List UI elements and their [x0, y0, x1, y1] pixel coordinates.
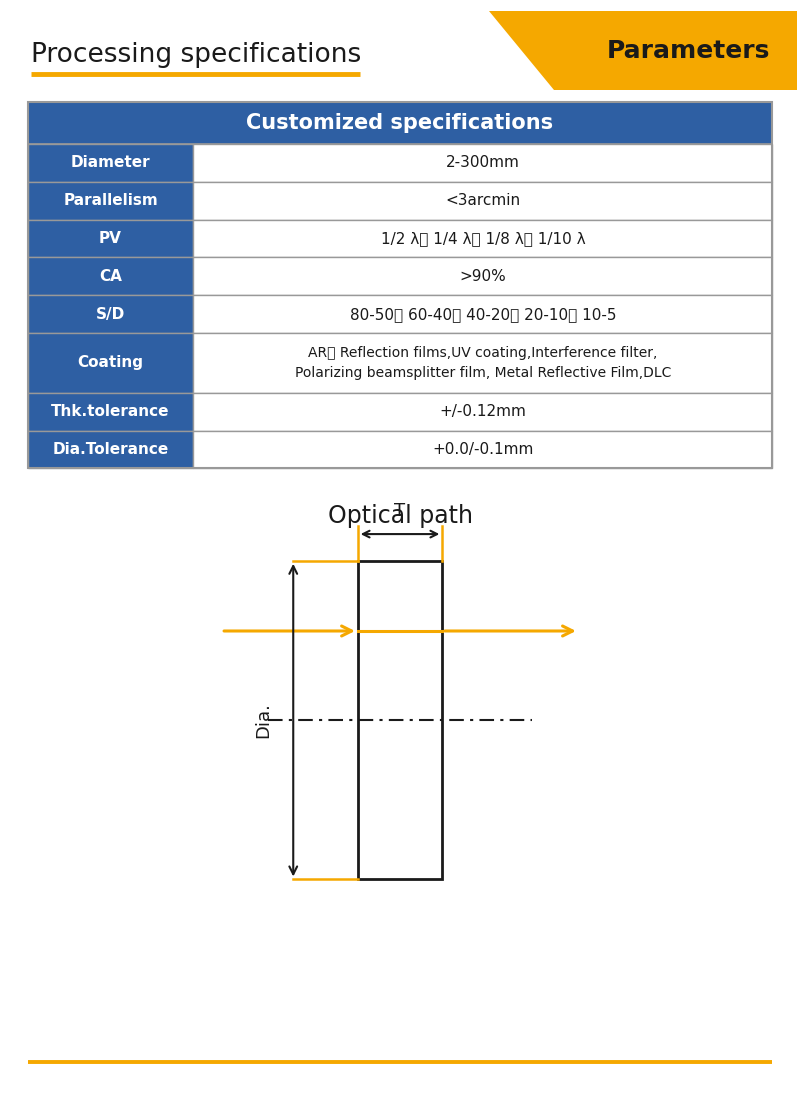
Text: Optical path: Optical path	[327, 504, 473, 528]
Bar	[194, 333, 772, 393]
Bar	[28, 333, 194, 393]
Text: 1/2 λ、 1/4 λ、 1/8 λ、 1/10 λ: 1/2 λ、 1/4 λ、 1/8 λ、 1/10 λ	[381, 231, 586, 246]
Text: Diameter: Diameter	[70, 155, 150, 170]
Text: Customized specifications: Customized specifications	[246, 113, 554, 133]
Text: CA: CA	[99, 268, 122, 284]
Bar	[358, 561, 442, 879]
Bar	[194, 393, 772, 430]
Bar	[28, 220, 194, 257]
Text: PV: PV	[99, 231, 122, 246]
Bar	[194, 257, 772, 295]
Bar	[194, 430, 772, 469]
Bar	[28, 182, 194, 220]
Bar	[28, 430, 194, 469]
Text: Processing specifications: Processing specifications	[30, 42, 361, 67]
Text: +/-0.12mm: +/-0.12mm	[439, 404, 526, 419]
Text: <3arcmin: <3arcmin	[446, 194, 521, 208]
Text: Parallelism: Parallelism	[63, 194, 158, 208]
Bar	[28, 393, 194, 430]
Text: >90%: >90%	[459, 268, 506, 284]
Bar	[194, 182, 772, 220]
Bar	[194, 220, 772, 257]
Bar	[28, 102, 772, 469]
Bar	[194, 295, 772, 333]
Text: 2-300mm: 2-300mm	[446, 155, 520, 170]
Bar	[194, 144, 772, 182]
Bar	[28, 144, 194, 182]
Text: S/D: S/D	[96, 307, 125, 321]
Text: Coating: Coating	[78, 355, 143, 371]
Text: +0.0/-0.1mm: +0.0/-0.1mm	[432, 442, 534, 456]
Polygon shape	[490, 11, 798, 90]
Text: Dia.: Dia.	[254, 702, 273, 738]
Text: Dia.Tolerance: Dia.Tolerance	[52, 442, 169, 456]
Text: T: T	[394, 503, 406, 520]
Bar	[28, 257, 194, 295]
Text: Parameters: Parameters	[606, 39, 770, 63]
Text: Thk.tolerance: Thk.tolerance	[51, 404, 170, 419]
Text: 80-50、 60-40、 40-20、 20-10、 10-5: 80-50、 60-40、 40-20、 20-10、 10-5	[350, 307, 616, 321]
Bar	[28, 102, 772, 144]
Bar	[28, 295, 194, 333]
Text: AR、 Reflection films,UV coating,Interference filter,
Polarizing beamsplitter fil: AR、 Reflection films,UV coating,Interfer…	[294, 346, 671, 380]
